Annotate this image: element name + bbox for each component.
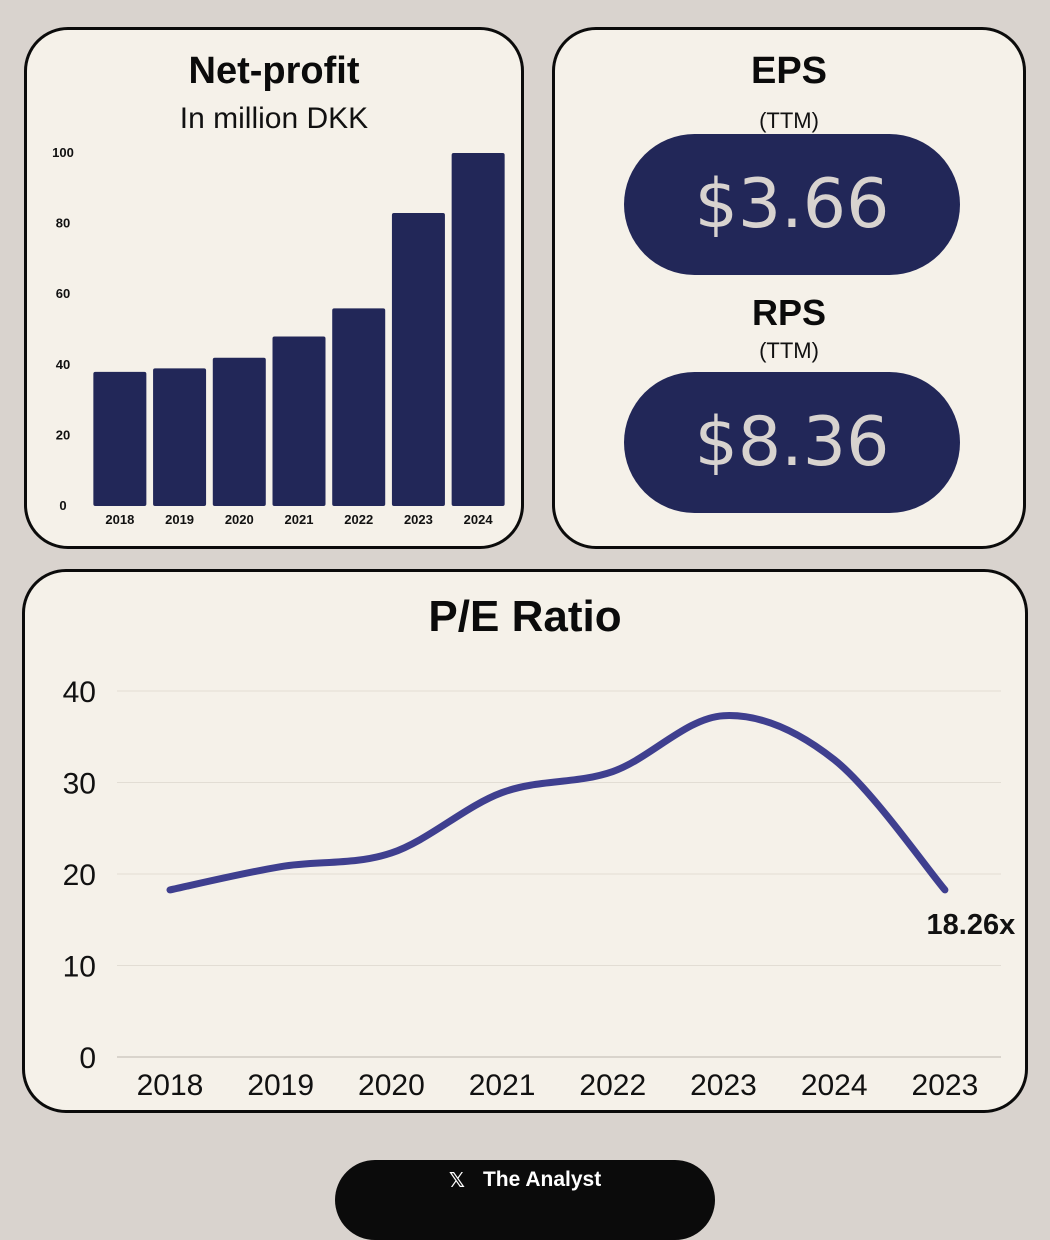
pe-x-tick-label: 2023 bbox=[690, 1069, 757, 1102]
pe-y-tick-label: 20 bbox=[63, 859, 96, 892]
bar-y-tick-label: 40 bbox=[56, 357, 70, 372]
bar-2023 bbox=[392, 213, 445, 506]
rps-title: RPS bbox=[555, 292, 1023, 334]
bar-2020 bbox=[213, 358, 266, 506]
bar-2022 bbox=[332, 308, 385, 506]
pe-x-tick-label: 2019 bbox=[247, 1069, 314, 1102]
pe-x-tick-label: 2024 bbox=[801, 1069, 868, 1102]
eps-period: (TTM) bbox=[555, 108, 1023, 134]
pe-x-tick-label: 2022 bbox=[579, 1069, 646, 1102]
bar-x-tick-label: 2022 bbox=[344, 512, 373, 527]
net-profit-bar-chart: 0 20 40 60 80 100 2018 2019 2020 2021 2022 2023 2024 bbox=[27, 30, 521, 546]
bar-y-tick-label: 100 bbox=[52, 145, 74, 160]
rps-value-pill: $8.36 bbox=[624, 372, 960, 513]
pe-ratio-series-line bbox=[170, 716, 945, 890]
pe-y-tick-label: 40 bbox=[63, 676, 96, 709]
bar-2024 bbox=[452, 153, 505, 506]
bar-x-tick-label: 2018 bbox=[105, 512, 134, 527]
bar-x-tick-label: 2024 bbox=[464, 512, 494, 527]
bar-y-tick-label: 80 bbox=[56, 216, 70, 231]
pe-x-tick-label: 2023 bbox=[912, 1069, 979, 1102]
bar-y-tick-label: 60 bbox=[56, 286, 70, 301]
pe-y-tick-label: 10 bbox=[63, 951, 96, 984]
bar-x-tick-label: 2023 bbox=[404, 512, 433, 527]
eps-value: $3.66 bbox=[695, 165, 890, 244]
rps-period: (TTM) bbox=[555, 338, 1023, 364]
eps-rps-card: EPS (TTM) $3.66 RPS (TTM) $8.36 bbox=[552, 27, 1026, 549]
pe-ratio-line-chart: 0 10 20 30 40 2018 2019 2020 2021 2022 2023 2024 202… bbox=[25, 572, 1025, 1110]
bar-2021 bbox=[273, 337, 326, 506]
bar-x-tick-label: 2020 bbox=[225, 512, 254, 527]
bar-x-tick-label: 2019 bbox=[165, 512, 194, 527]
bar-2018 bbox=[93, 372, 146, 506]
footer-badge[interactable]: 𝕏 The Analyst bbox=[335, 1160, 715, 1240]
eps-title: EPS bbox=[555, 50, 1023, 93]
pe-y-tick-label: 0 bbox=[79, 1042, 96, 1075]
eps-value-pill: $3.66 bbox=[624, 134, 960, 275]
bar-y-tick-label: 0 bbox=[59, 498, 66, 513]
pe-x-tick-label: 2020 bbox=[358, 1069, 425, 1102]
footer-label: The Analyst bbox=[483, 1168, 601, 1240]
rps-value: $8.36 bbox=[695, 403, 890, 482]
pe-y-tick-label: 30 bbox=[63, 768, 96, 801]
bar-y-tick-label: 20 bbox=[56, 427, 70, 442]
pe-x-tick-label: 2021 bbox=[469, 1069, 536, 1102]
pe-last-value-label: 18.26x bbox=[927, 909, 1016, 941]
pe-x-tick-label: 2018 bbox=[137, 1069, 204, 1102]
bar-2019 bbox=[153, 368, 206, 506]
bar-x-tick-label: 2021 bbox=[285, 512, 314, 527]
x-logo-icon: 𝕏 bbox=[449, 1168, 465, 1240]
